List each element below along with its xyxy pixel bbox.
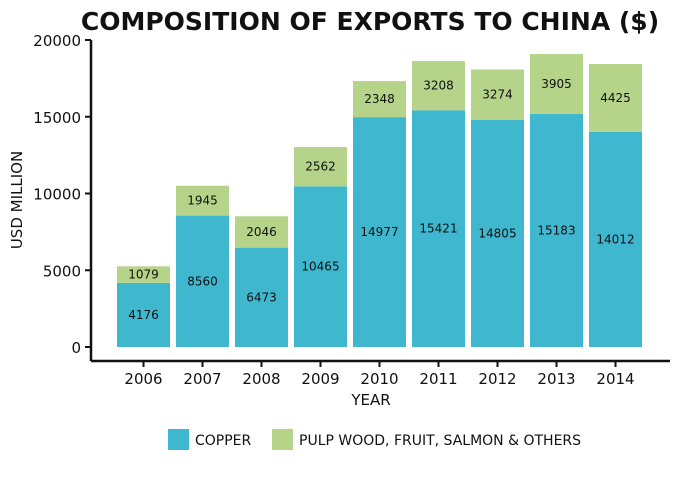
data-label: 14012 (596, 232, 634, 246)
y-tick-label: 5000 (43, 262, 81, 280)
bar-segment-others (471, 69, 524, 120)
bar-segment-others (353, 81, 406, 118)
bar-segment-copper (117, 282, 170, 347)
x-axis-title: YEAR (350, 391, 390, 409)
y-tick-label: 15000 (33, 109, 81, 127)
y-axis-title: USD MILLION (8, 151, 26, 249)
legend-swatch (168, 429, 189, 450)
legend: COPPER PULP WOOD, FRUIT, SALMON & OTHERS (168, 429, 581, 450)
chart-title: COMPOSITION OF EXPORTS TO CHINA ($) (81, 7, 659, 36)
bar-segment-others (235, 216, 288, 248)
x-tick-label: 2009 (301, 370, 339, 388)
bar-segment-copper (412, 110, 465, 347)
plot-area: 0 5000 10000 15000 20000 4176 1079 2006 8560 1945… (33, 32, 670, 388)
data-label: 3905 (541, 77, 572, 91)
bar-segment-others (176, 185, 229, 216)
legend-label: COPPER (195, 433, 252, 449)
bar-segment-others (294, 147, 347, 187)
bar-segment-copper (471, 119, 524, 347)
x-tick-label: 2008 (242, 370, 280, 388)
y-tick-label: 20000 (33, 32, 81, 50)
data-label: 2046 (246, 225, 277, 239)
data-label: 1945 (187, 194, 218, 208)
data-label: 2562 (305, 160, 336, 174)
bar-segment-others (530, 53, 583, 114)
x-tick-label: 2012 (478, 370, 516, 388)
bar-segment-copper (294, 186, 347, 347)
bar-segment-copper (353, 117, 406, 347)
bar-segment-others (117, 266, 170, 283)
data-label: 1079 (128, 268, 159, 282)
data-label: 2348 (364, 92, 395, 106)
data-label: 10465 (301, 260, 339, 274)
bar-segment-others (589, 63, 642, 132)
bar-segment-others (412, 61, 465, 111)
x-tick-label: 2007 (183, 370, 221, 388)
legend-label: PULP WOOD, FRUIT, SALMON & OTHERS (299, 433, 581, 449)
x-tick-label: 2014 (596, 370, 634, 388)
data-label: 14805 (478, 226, 516, 240)
x-tick-label: 2013 (537, 370, 575, 388)
legend-swatch (272, 429, 293, 450)
y-tick-label: 0 (71, 339, 81, 357)
data-label: 4425 (600, 91, 631, 105)
x-tick-label: 2011 (419, 370, 457, 388)
data-label: 3274 (482, 88, 513, 102)
data-label: 4176 (128, 308, 159, 322)
data-label: 3208 (423, 79, 454, 93)
data-label: 15421 (419, 222, 457, 236)
y-axis-title-group: USD MILLION (8, 151, 26, 249)
bar-segment-copper (530, 113, 583, 347)
bar-segment-copper (589, 131, 642, 347)
data-label: 8560 (187, 274, 218, 288)
x-tick-label: 2010 (360, 370, 398, 388)
data-label: 15183 (537, 223, 575, 237)
y-tick-label: 10000 (33, 186, 81, 204)
bar-segment-copper (235, 247, 288, 347)
x-tick-label: 2006 (124, 370, 162, 388)
bar-segment-copper (176, 215, 229, 347)
data-label: 14977 (360, 225, 398, 239)
data-label: 6473 (246, 290, 277, 304)
